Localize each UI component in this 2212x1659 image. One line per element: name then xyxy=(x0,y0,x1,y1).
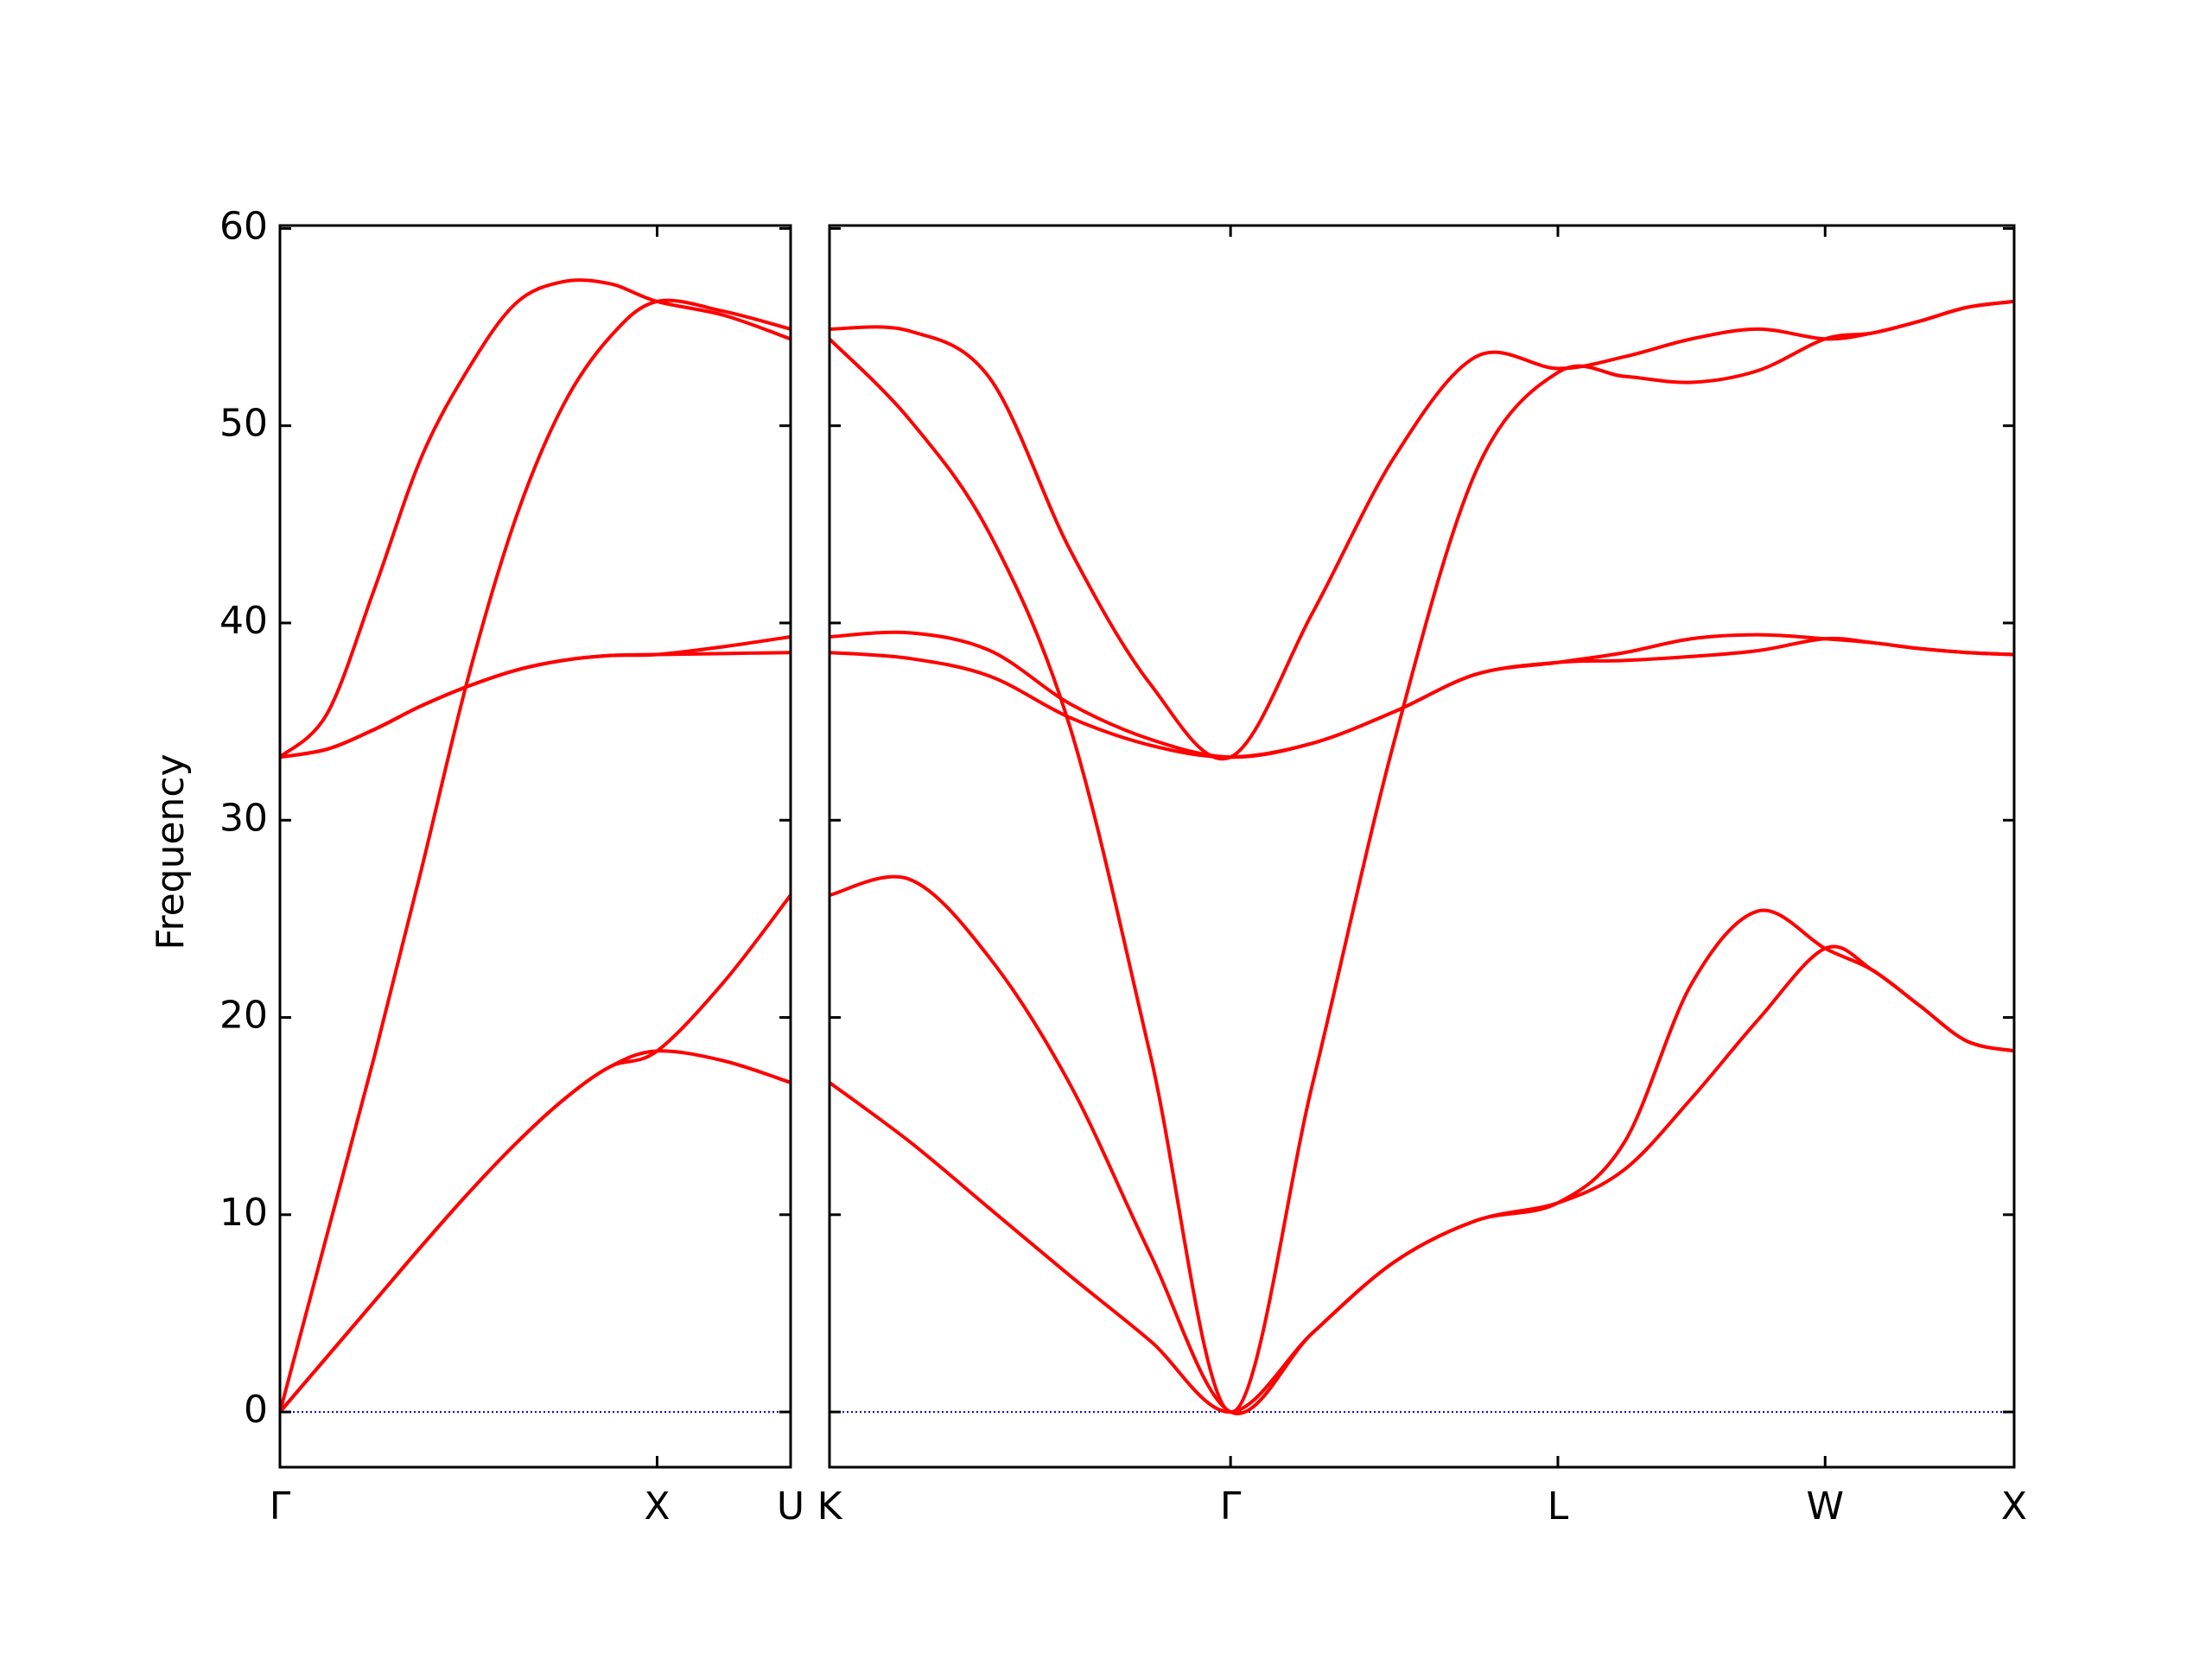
band-line xyxy=(830,299,2014,761)
band-line xyxy=(280,893,791,1414)
band-line xyxy=(280,278,791,759)
band-line xyxy=(830,874,2014,1415)
y-tick-label: 30 xyxy=(219,796,268,840)
band-line xyxy=(830,299,2014,1414)
y-tick-label: 40 xyxy=(219,599,268,643)
x-tick-label: Γ xyxy=(1220,1484,1242,1529)
x-tick-label: L xyxy=(1548,1484,1569,1529)
y-tick-label: 20 xyxy=(219,994,268,1038)
y-tick-label: 10 xyxy=(219,1191,268,1235)
y-tick-label: 50 xyxy=(219,402,268,446)
x-tick-label: U xyxy=(777,1484,804,1529)
x-tick-label: X xyxy=(2001,1484,2027,1529)
plot-frame xyxy=(828,224,2016,1469)
y-tick-label: 0 xyxy=(244,1388,268,1432)
x-tick-label: W xyxy=(1807,1484,1845,1529)
y-tick-label: 60 xyxy=(219,204,268,248)
x-tick-label: K xyxy=(817,1484,843,1529)
x-tick-label: X xyxy=(644,1484,670,1529)
band-line xyxy=(830,944,2014,1414)
band-line xyxy=(280,1049,791,1414)
plot-frame xyxy=(278,224,792,1469)
y-axis-label: Frequency xyxy=(149,753,193,950)
x-tick-label: Γ xyxy=(270,1484,291,1529)
band-line xyxy=(280,651,791,760)
band-line xyxy=(280,634,791,760)
band-line xyxy=(280,298,791,1413)
band-line xyxy=(830,630,2014,760)
